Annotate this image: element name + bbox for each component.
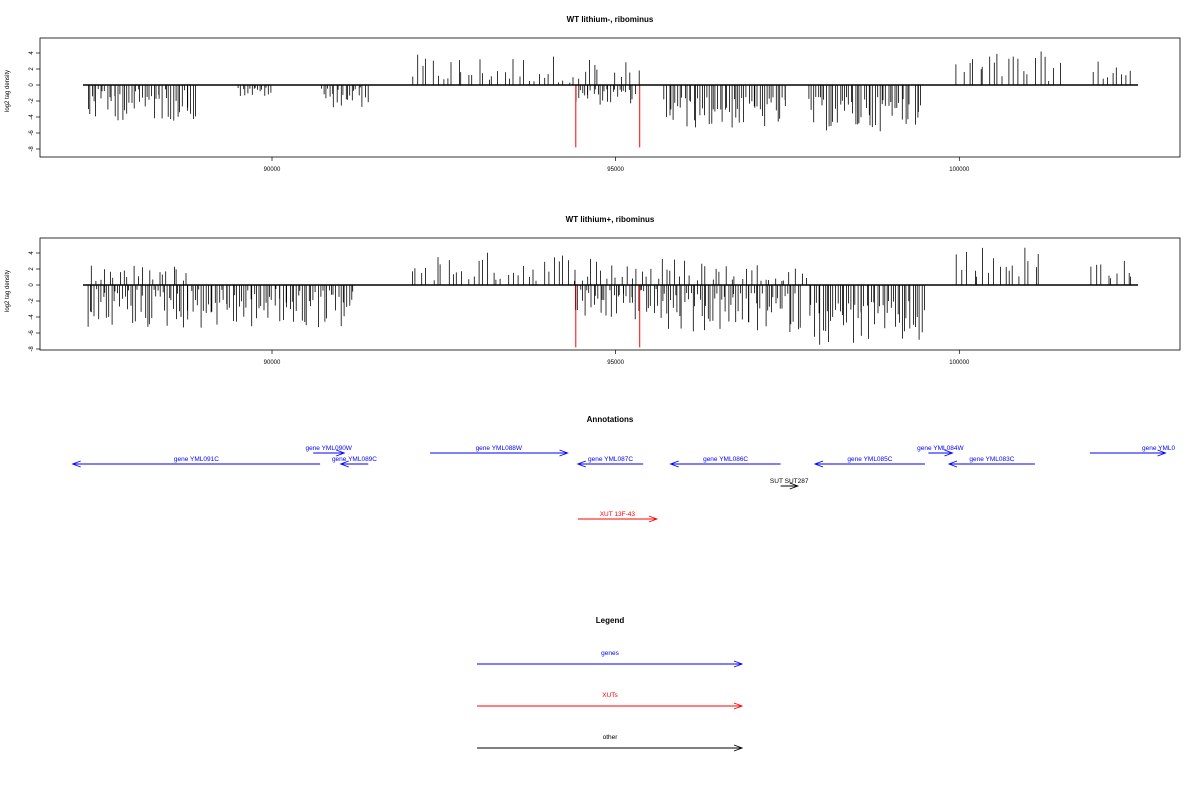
feature-label: gene YML088W bbox=[476, 445, 523, 452]
y-axis-label: log2 tag density bbox=[5, 270, 11, 312]
x-tick-label: 100000 bbox=[949, 167, 970, 173]
legend-arrowhead bbox=[733, 744, 744, 752]
feature-arrowhead bbox=[947, 460, 958, 468]
plot-title: WT lithium-, ribominus bbox=[567, 15, 654, 24]
feature-arrowhead bbox=[648, 515, 659, 523]
plot-title: WT lithium+, ribominus bbox=[566, 215, 655, 224]
y-tick-label: 2 bbox=[29, 67, 35, 71]
feature-label: gene YML090W bbox=[305, 445, 352, 452]
annotations-title: Annotations bbox=[587, 415, 634, 424]
legend-label: other bbox=[603, 734, 619, 741]
y-tick-label: 0 bbox=[29, 83, 35, 87]
plot-frame bbox=[39, 37, 1181, 158]
legend-arrowhead bbox=[733, 702, 744, 710]
feature-arrowhead bbox=[1157, 449, 1167, 457]
feature-arrowhead bbox=[339, 460, 349, 468]
feature-gene-yml085c: gene YML085C bbox=[813, 456, 925, 468]
feature-label: gene YML0 bbox=[1142, 445, 1176, 452]
y-tick-label: -6 bbox=[29, 330, 35, 336]
y-tick-label: -2 bbox=[29, 298, 35, 304]
feature-label: gene YML085C bbox=[847, 456, 892, 463]
feature-gene-yml0: gene YML0 bbox=[1089, 445, 1176, 457]
legend-label: XUTs bbox=[602, 692, 618, 699]
x-tick-label: 95000 bbox=[607, 167, 624, 173]
y-tick-label: 4 bbox=[29, 51, 35, 55]
feature-gene-yml087c: gene YML087C bbox=[576, 456, 644, 468]
y-tick-label: 4 bbox=[29, 251, 35, 255]
legend-arrowhead bbox=[733, 660, 744, 668]
feature-gene-yml086c: gene YML086C bbox=[669, 456, 781, 468]
legend-item-other: other bbox=[477, 734, 744, 752]
y-tick-label: -4 bbox=[29, 114, 35, 120]
y-tick-label: -2 bbox=[29, 98, 35, 104]
feature-arrowhead bbox=[71, 460, 81, 468]
legend-label: genes bbox=[601, 650, 619, 657]
feature-gene-yml084w: gene YML084W bbox=[917, 445, 965, 457]
x-tick-label: 90000 bbox=[264, 167, 281, 173]
x-tick-label: 95000 bbox=[607, 360, 624, 366]
x-tick-label: 100000 bbox=[949, 360, 970, 366]
feature-label: gene YML086C bbox=[703, 456, 748, 463]
y-tick-label: -4 bbox=[29, 314, 35, 320]
legend-title: Legend bbox=[596, 616, 625, 625]
feature-gene-yml089c: gene YML089C bbox=[332, 456, 377, 468]
feature-gene-yml088w: gene YML088W bbox=[430, 445, 569, 457]
feature-arrowhead bbox=[813, 460, 824, 468]
legend-item-xuts: XUTs bbox=[477, 692, 744, 710]
x-tick-label: 90000 bbox=[264, 360, 281, 366]
feature-arrowhead bbox=[669, 460, 679, 468]
feature-label: gene YML087C bbox=[588, 456, 633, 463]
y-tick-label: 2 bbox=[29, 267, 35, 271]
feature-label: XUT 13F-43 bbox=[600, 511, 636, 518]
feature-arrowhead bbox=[559, 449, 569, 457]
feature-sut-sut287: SUT SUT287 bbox=[770, 478, 809, 490]
feature-label: gene YML091C bbox=[174, 456, 219, 463]
density-panel-2: WT lithium+, ribominus log2 tag density 4 2… bbox=[5, 215, 1181, 366]
y-tick-label: -8 bbox=[29, 146, 35, 152]
feature-arrowhead bbox=[336, 449, 346, 457]
feature-label: SUT SUT287 bbox=[770, 478, 809, 485]
legend-item-genes: genes bbox=[477, 650, 744, 668]
feature-xut-13f-43: XUT 13F-43 bbox=[577, 511, 659, 523]
annotations-panel: Annotations gene YML091C gene YML090W gene … bbox=[71, 415, 1176, 523]
feature-gene-yml083c: gene YML083C bbox=[947, 456, 1035, 468]
density-panel-1: WT lithium-, ribominus log2 tag density 4 2… bbox=[5, 15, 1181, 173]
plot-frame bbox=[39, 237, 1181, 351]
legend-panel: Legend genes XUTs other bbox=[477, 616, 744, 752]
y-tick-label: -8 bbox=[29, 346, 35, 352]
y-tick-label: -6 bbox=[29, 130, 35, 136]
y-tick-label: 0 bbox=[29, 283, 35, 287]
feature-label: gene YML089C bbox=[332, 456, 377, 463]
feature-arrowhead bbox=[944, 449, 954, 457]
y-axis-label: log2 tag density bbox=[5, 70, 11, 112]
feature-label: gene YML084W bbox=[917, 445, 964, 452]
feature-arrowhead bbox=[576, 460, 587, 468]
feature-gene-yml090w: gene YML090W bbox=[305, 445, 353, 457]
feature-gene-yml091c: gene YML091C bbox=[71, 456, 321, 468]
feature-arrowhead bbox=[789, 482, 800, 490]
feature-label: gene YML083C bbox=[969, 456, 1014, 463]
